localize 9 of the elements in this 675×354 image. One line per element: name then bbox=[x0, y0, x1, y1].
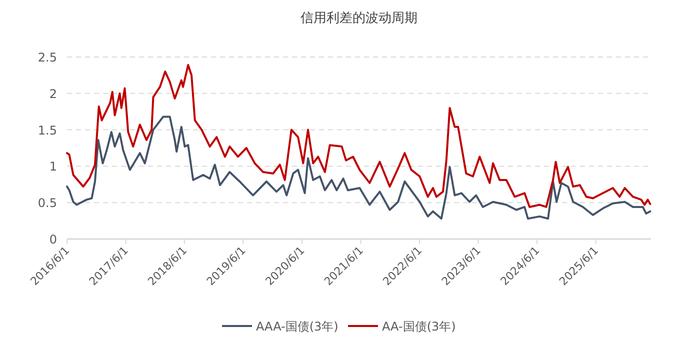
legend-label: AA-国债(3年) bbox=[382, 320, 456, 334]
title: 信用利差的波动周期 bbox=[300, 11, 418, 26]
legend-label: AAA-国债(3年) bbox=[256, 320, 338, 334]
y-tick-label: 1.5 bbox=[38, 123, 57, 138]
y-tick-label: 2.5 bbox=[38, 50, 57, 64]
y-tick-label: 0.5 bbox=[38, 196, 57, 210]
y-tick-label: 2 bbox=[49, 86, 57, 101]
y-tick-label: 0 bbox=[49, 232, 57, 246]
y-tick-label: 1 bbox=[49, 160, 57, 174]
